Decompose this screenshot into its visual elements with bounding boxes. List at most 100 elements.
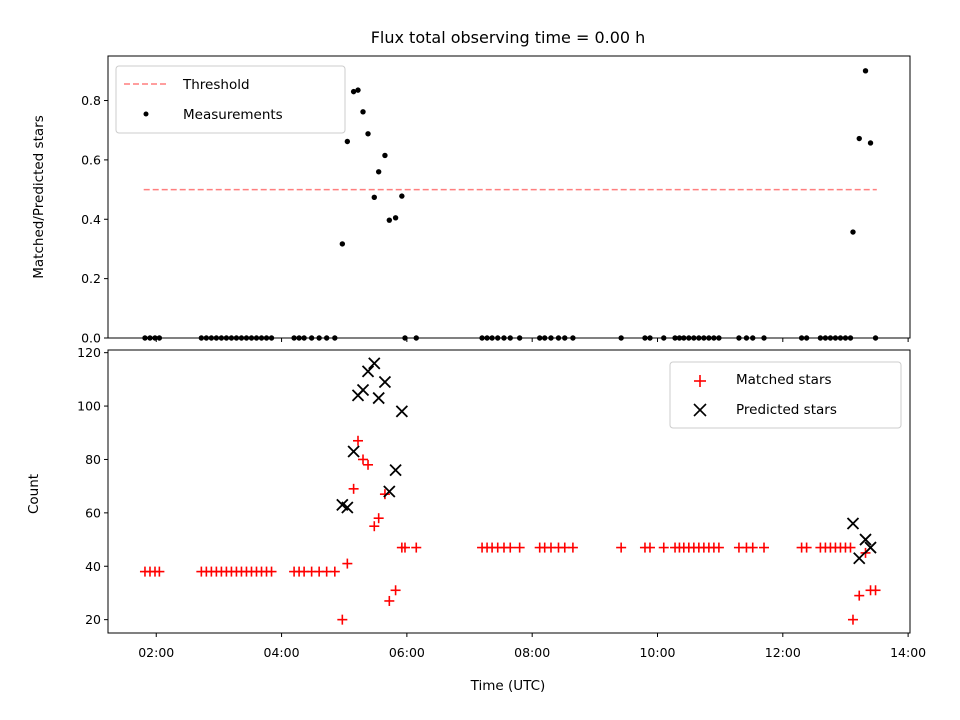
predicted-star-marker — [846, 517, 860, 530]
matched-star-marker — [352, 435, 363, 446]
measurement-point — [375, 169, 382, 175]
measurement-point — [392, 215, 399, 221]
top-legend: Threshold Measurements — [115, 65, 346, 134]
bottom-y-tick-label: 120 — [77, 345, 101, 360]
matched-star-marker — [801, 542, 812, 553]
predicted-star-marker — [361, 365, 375, 378]
top-legend-box — [115, 65, 346, 134]
legend-measurements-label: Measurements — [183, 107, 283, 123]
measurement-point — [339, 241, 346, 247]
matched-star-marker — [358, 454, 369, 465]
matched-star-marker — [845, 542, 856, 553]
measurement-point — [371, 194, 377, 200]
matched-star-marker — [329, 566, 340, 577]
measurement-point — [350, 88, 357, 95]
matched-star-marker — [567, 542, 578, 553]
predicted-marker-b — [846, 517, 860, 530]
x-axis-label: Time (UTC) — [470, 678, 546, 694]
top-plot: 0.0 0.2 0.4 0.6 0.8 — [81, 55, 911, 346]
predicted-marker-b — [356, 383, 370, 397]
matched-star-marker — [514, 542, 525, 553]
matched-star-marker — [847, 614, 858, 625]
matched-star-marker — [369, 521, 380, 532]
matched-star-marker — [658, 542, 669, 553]
matched-star-marker — [870, 585, 881, 596]
bottom-y-tick-label: 100 — [77, 399, 101, 414]
bottom-y-axis-label: Count — [26, 474, 42, 514]
matched-star-marker — [399, 542, 410, 553]
bottom-plot: 20 40 60 80 100 120 02:00 04:00 06:00 08:00 10:00 1… — [77, 345, 926, 660]
top-chart-title: Flux total observing time = 0.00 h — [371, 28, 646, 47]
predicted-star-marker — [347, 445, 360, 458]
legend-matched-label: Matched stars — [736, 372, 832, 388]
matched-star-marker — [759, 542, 770, 553]
matched-star-marker — [713, 542, 724, 553]
measurement-point — [867, 140, 874, 146]
matched-star-marker — [854, 590, 865, 601]
predicted-star-marker — [378, 375, 392, 389]
measurement-point — [856, 135, 862, 142]
bottom-x-tick-label: 10:00 — [639, 645, 675, 660]
bottom-legend: Matched stars Predicted stars — [669, 361, 902, 429]
matched-star-marker — [154, 566, 165, 577]
top-y-tick-label: 0.0 — [81, 331, 101, 346]
predicted-marker-b — [336, 498, 349, 511]
predicted-marker-b — [859, 533, 872, 546]
matched-star-marker — [384, 595, 395, 606]
predicted-star-marker — [864, 541, 877, 554]
bottom-x-tick-label: 14:00 — [890, 645, 926, 660]
predicted-star-marker — [859, 533, 872, 546]
predicted-star-marker — [372, 391, 385, 405]
matched-star-marker — [411, 542, 422, 553]
matched-star-marker — [644, 542, 655, 553]
bottom-legend-box — [669, 361, 902, 429]
predicted-marker-b — [864, 541, 877, 554]
matched-star-marker — [390, 585, 401, 596]
matched-star-marker — [373, 513, 384, 524]
predicted-star-marker — [389, 464, 402, 477]
predicted-marker-b — [347, 445, 360, 458]
measurement-point — [360, 109, 366, 115]
bottom-y-tick-label: 80 — [85, 452, 101, 467]
bottom-x-tick-label: 04:00 — [264, 645, 300, 660]
bottom-x-tick-label: 06:00 — [389, 645, 425, 660]
predicted-marker-b — [389, 464, 402, 477]
bottom-y-tick-label: 20 — [85, 612, 101, 627]
matched-star-marker — [348, 483, 359, 494]
matched-star-marker — [363, 459, 374, 470]
top-y-tick-label: 0.6 — [81, 152, 101, 167]
top-y-axis-label: Matched/Predicted stars — [31, 115, 47, 278]
predicted-star-marker — [383, 485, 396, 498]
measurement-point — [365, 131, 371, 137]
measurement-point — [355, 87, 361, 93]
predicted-marker-b — [395, 405, 408, 418]
bottom-y-tick-label: 60 — [85, 505, 101, 520]
matched-star-marker — [337, 614, 348, 625]
matched-star-marker — [616, 542, 627, 553]
predicted-marker-b — [368, 357, 381, 370]
legend-predicted-swatch — [693, 403, 707, 417]
legend-threshold-label: Threshold — [182, 77, 250, 93]
bottom-x-tick-label: 08:00 — [514, 645, 550, 660]
measurement-point — [850, 229, 856, 235]
top-y-tick-label: 0.2 — [81, 271, 101, 286]
predicted-marker-b — [378, 375, 392, 389]
matched-star-marker — [747, 542, 758, 553]
bottom-axes-frame — [107, 349, 911, 634]
predicted-marker-b — [341, 501, 354, 514]
measurement-point — [382, 152, 388, 159]
bottom-x-tick-label: 02:00 — [138, 645, 174, 660]
measurement-point — [386, 217, 393, 223]
predicted-star-marker — [341, 501, 354, 514]
matched-star-marker — [342, 558, 353, 569]
predicted-marker-b — [853, 552, 866, 565]
matched-star-marker — [379, 489, 390, 500]
predicted-star-marker — [395, 405, 408, 418]
measurement-point — [399, 193, 405, 199]
bottom-x-tick-label: 12:00 — [765, 645, 801, 660]
matched-star-marker — [505, 542, 516, 553]
bottom-y-tick-label: 40 — [85, 559, 101, 574]
measurement-point — [344, 138, 351, 145]
measurement-point — [862, 68, 869, 74]
